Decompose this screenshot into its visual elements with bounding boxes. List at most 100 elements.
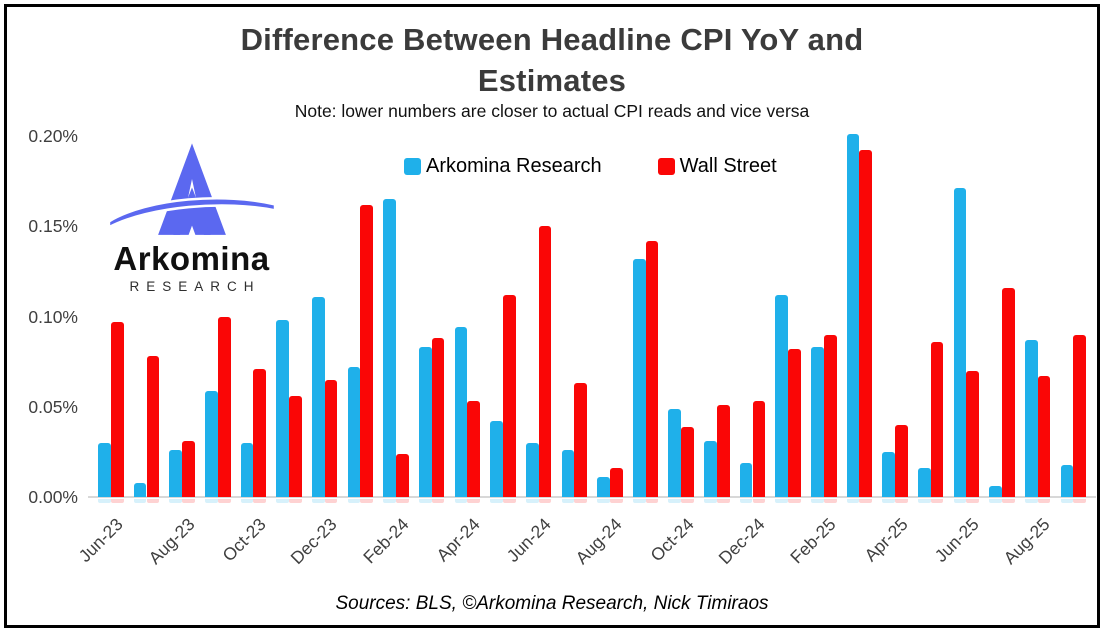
chart-legend: Arkomina Research Wall Street bbox=[404, 155, 777, 178]
arkomina-logo-subtitle: RESEARCH bbox=[129, 279, 261, 294]
bar-arkomina-Sep-23 bbox=[204, 390, 218, 497]
x-axis-label-Dec-23: Dec-23 bbox=[286, 514, 341, 569]
bar-wall-street-Nov-23 bbox=[289, 395, 302, 497]
bar-reflection bbox=[217, 499, 231, 503]
bar-wall-street-Sep-24 bbox=[645, 240, 659, 497]
bar-reflection bbox=[1037, 499, 1051, 503]
bar-arkomina-Oct-23 bbox=[240, 442, 254, 497]
bar-reflection bbox=[454, 499, 468, 503]
bar-reflection bbox=[253, 499, 267, 503]
bar-arkomina-Aug-25 bbox=[1024, 340, 1038, 497]
bar-wall-street-Feb-24 bbox=[396, 453, 409, 497]
legend-item-wall-street: Wall Street bbox=[657, 155, 777, 178]
bar-reflection bbox=[811, 499, 824, 503]
bar-arkomina-Mar-24 bbox=[418, 347, 432, 497]
bar-reflection bbox=[788, 499, 801, 503]
bar-reflection bbox=[632, 499, 646, 503]
bar-reflection bbox=[360, 499, 374, 503]
x-axis-label-Aug-24: Aug-24 bbox=[571, 514, 627, 569]
bar-reflection bbox=[182, 499, 195, 503]
bar-reflection bbox=[418, 499, 432, 503]
chart-subtitle-note: Note: lower numbers are closer to actual… bbox=[294, 101, 810, 121]
x-axis-label-Aug-23: Aug-23 bbox=[144, 514, 199, 569]
bar-reflection bbox=[859, 499, 873, 503]
x-axis-label-Jun-23: Jun-23 bbox=[74, 514, 127, 566]
bar-wall-street-Jan-24 bbox=[360, 204, 374, 497]
bar-reflection bbox=[1073, 499, 1087, 503]
y-axis-label-4: 0.20% bbox=[28, 126, 78, 146]
bar-arkomina-Nov-24 bbox=[704, 441, 717, 497]
legend-swatch-arkomina-icon bbox=[404, 158, 421, 175]
bar-wall-street-Aug-23 bbox=[182, 441, 195, 497]
bar-wall-street-Jun-24 bbox=[538, 226, 552, 498]
bar-reflection bbox=[240, 499, 254, 503]
bar-reflection bbox=[396, 499, 409, 503]
x-axis-label-Jun-25: Jun-25 bbox=[930, 514, 983, 566]
bar-reflection bbox=[704, 499, 717, 503]
bar-arkomina-Feb-25 bbox=[811, 347, 824, 497]
bar-wall-street-Dec-23 bbox=[324, 379, 338, 497]
bar-arkomina-Sep-24 bbox=[632, 258, 646, 497]
bar-wall-street-Nov-24 bbox=[716, 404, 730, 497]
bar-wall-street-Jun-25 bbox=[966, 370, 980, 497]
bar-reflection bbox=[347, 499, 361, 503]
bar-reflection bbox=[668, 499, 682, 503]
bar-reflection bbox=[561, 499, 575, 503]
bar-reflection bbox=[966, 499, 980, 503]
bar-reflection bbox=[989, 499, 1003, 503]
y-axis-label-1: 0.05% bbox=[28, 396, 78, 417]
bar-reflection bbox=[467, 499, 481, 503]
bar-reflection bbox=[146, 499, 160, 503]
bar-reflection bbox=[716, 499, 730, 503]
bar-reflection bbox=[98, 499, 111, 503]
bar-arkomina-Sep-25 bbox=[1060, 464, 1074, 497]
bar-arkomina-Mar-25 bbox=[846, 134, 860, 497]
bar-arkomina-Oct-24 bbox=[668, 408, 682, 497]
chart-title: Difference Between Headline CPI YoY and … bbox=[0, 19, 1104, 101]
bar-wall-street-Mar-25 bbox=[859, 150, 873, 497]
y-axis-label-3: 0.15% bbox=[28, 216, 78, 237]
bar-arkomina-Jun-23 bbox=[98, 442, 111, 497]
bar-reflection bbox=[930, 499, 944, 503]
bar-arkomina-Jan-24 bbox=[347, 367, 361, 497]
bar-reflection bbox=[953, 499, 967, 503]
x-axis-label-Oct-24: Oct-24 bbox=[646, 514, 698, 566]
bar-reflection bbox=[846, 499, 860, 503]
x-axis-label-Jun-24: Jun-24 bbox=[502, 514, 555, 566]
arkomina-logo: Arkomina RESEARCH bbox=[84, 140, 299, 294]
bar-wall-street-Oct-24 bbox=[681, 426, 694, 497]
arkomina-logo-mark-icon bbox=[107, 143, 276, 235]
legend-label-arkomina: Arkomina Research bbox=[426, 155, 602, 177]
bar-arkomina-Jul-25 bbox=[989, 486, 1003, 497]
bar-reflection bbox=[1060, 499, 1074, 503]
legend-swatch-wall-street-icon bbox=[657, 158, 675, 175]
bar-wall-street-Jan-25 bbox=[788, 349, 801, 497]
bar-reflection bbox=[823, 499, 837, 503]
chart-title-line2: Estimates bbox=[477, 63, 627, 98]
bar-reflection bbox=[289, 499, 302, 503]
x-axis-label-Feb-24: Feb-24 bbox=[358, 514, 413, 568]
bar-reflection bbox=[681, 499, 694, 503]
bar-arkomina-Feb-24 bbox=[383, 199, 396, 497]
x-axis-baseline bbox=[88, 496, 1096, 498]
bar-arkomina-Apr-25 bbox=[882, 451, 896, 497]
bar-arkomina-Jan-25 bbox=[775, 294, 789, 497]
bar-reflection bbox=[574, 499, 588, 503]
bar-wall-street-May-25 bbox=[930, 341, 944, 497]
bar-reflection bbox=[490, 499, 503, 503]
bar-reflection bbox=[525, 499, 539, 503]
bar-reflection bbox=[752, 499, 766, 503]
bar-reflection bbox=[431, 499, 445, 503]
bar-reflection bbox=[917, 499, 931, 503]
bar-arkomina-Nov-23 bbox=[276, 320, 290, 497]
bar-reflection bbox=[739, 499, 753, 503]
x-axis-label-Apr-24: Apr-24 bbox=[432, 514, 484, 566]
bar-reflection bbox=[204, 499, 218, 503]
bar-wall-street-Feb-25 bbox=[823, 334, 837, 497]
bar-reflection bbox=[169, 499, 183, 503]
bar-reflection bbox=[538, 499, 552, 503]
bar-reflection bbox=[1024, 499, 1038, 503]
bar-wall-street-May-24 bbox=[502, 294, 516, 497]
bar-arkomina-May-24 bbox=[490, 421, 503, 497]
